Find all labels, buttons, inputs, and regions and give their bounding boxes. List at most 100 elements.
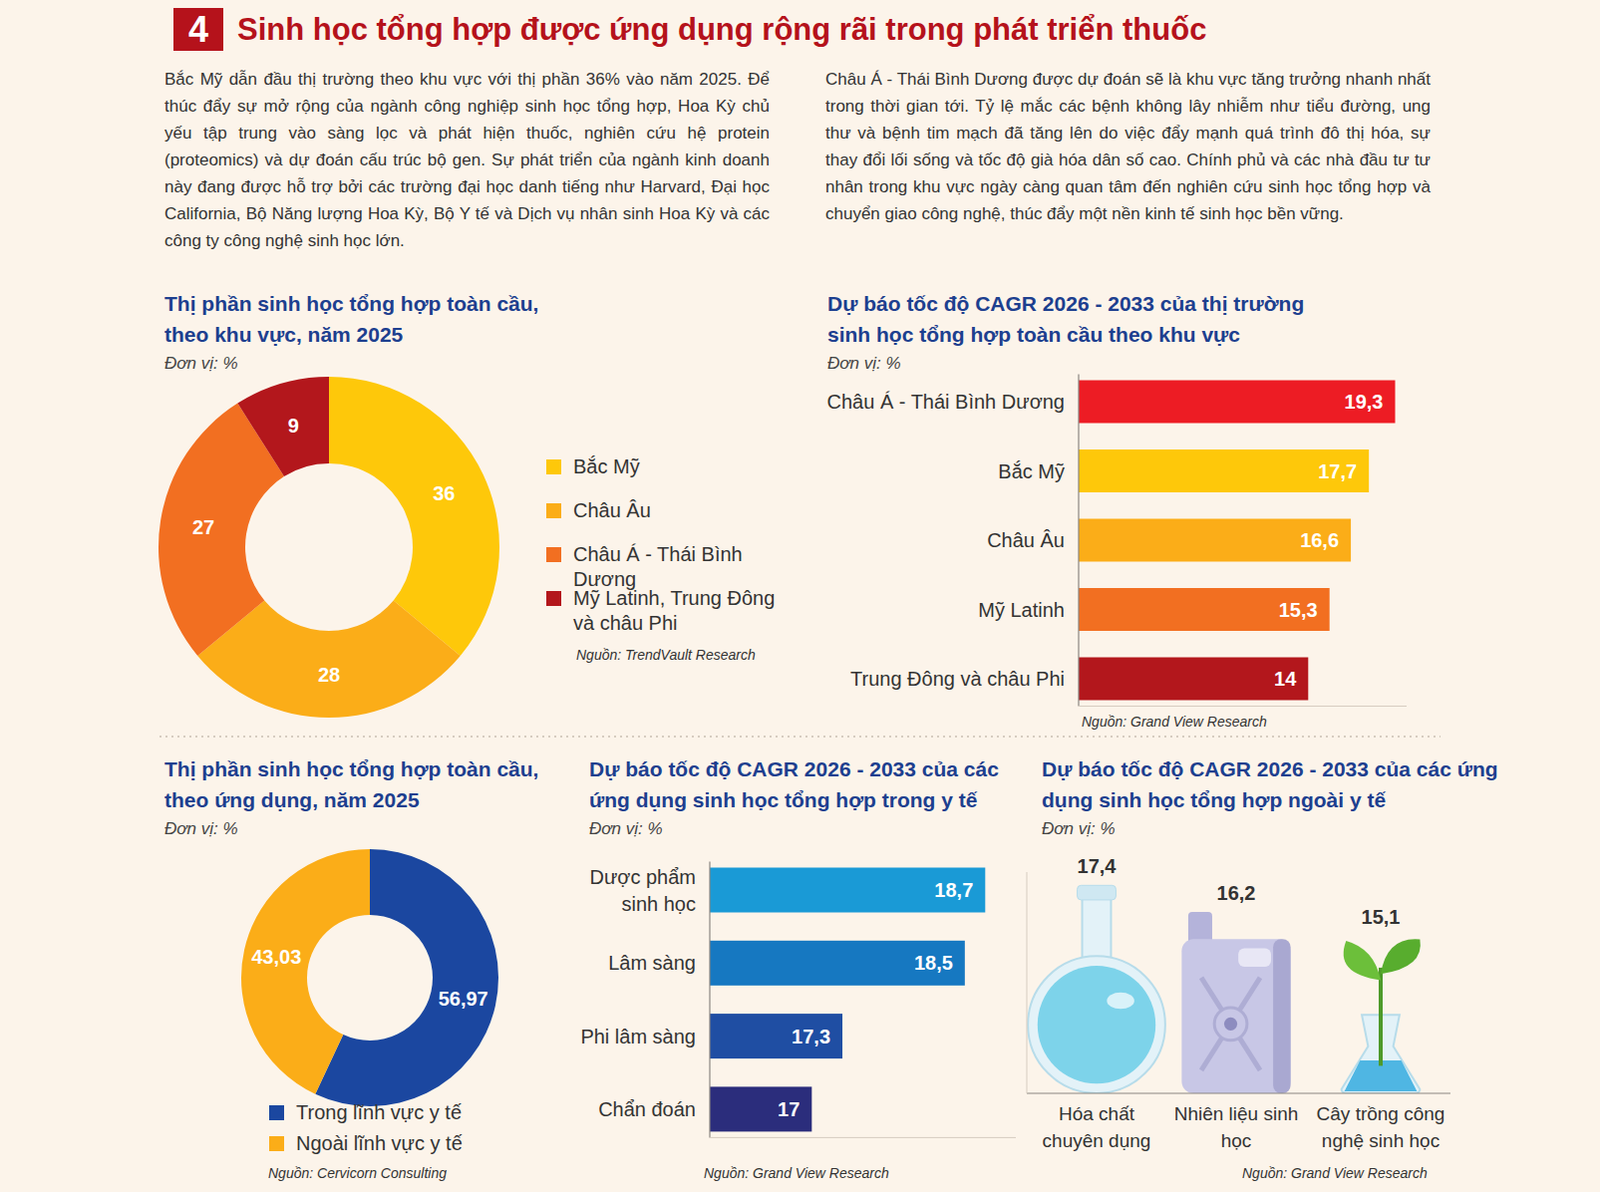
bars (709, 868, 985, 1133)
legend-swatch (269, 1136, 285, 1152)
data-label: 16,2 (1217, 882, 1257, 905)
legend-swatch (546, 547, 562, 563)
icon-mark (1341, 939, 1421, 1094)
donut-slice (241, 849, 370, 1095)
icon-mark (1181, 912, 1290, 1094)
legend-item: Châu Á - Thái Bình Dương (546, 542, 791, 593)
data-label: 17,7 (1317, 460, 1357, 483)
data-label: 15,3 (1279, 599, 1318, 622)
divider (159, 735, 1441, 738)
category-label: Chẩn đoán (598, 1098, 696, 1121)
bar (709, 868, 985, 914)
legend-label: Ngoài lĩnh vực y tế (296, 1131, 463, 1157)
bar (709, 941, 965, 986)
bar (1078, 519, 1351, 563)
legend-item: Bắc Mỹ (546, 454, 791, 480)
can-handle (1238, 949, 1272, 968)
data-label: 17,4 (1077, 855, 1118, 878)
can-side (1273, 939, 1290, 1094)
data-label: 19,3 (1344, 390, 1384, 413)
chart-unit: Đơn vị: % (1041, 819, 1116, 840)
legend-label: Châu Âu (573, 498, 651, 524)
section-title: Sinh học tổng hợp được ứng dụng rộng rãi… (237, 7, 1534, 51)
can-emblem (1214, 1007, 1248, 1041)
icons (1027, 885, 1421, 1094)
label-line: Dược phẩm (589, 866, 696, 889)
leaf (1380, 939, 1421, 974)
chart-title: Dự báo tốc độ CAGR 2026 - 2033 của thị t… (827, 288, 1326, 350)
chart-source: Nguồn: Cervicorn Consulting (268, 1164, 447, 1183)
flask-liquid (1037, 965, 1156, 1084)
chart-title: Thị phần sinh học tổng hợp toàn cầu, the… (164, 753, 564, 816)
flask-rim (1077, 885, 1117, 901)
paragraph: Châu Á - Thái Bình Dương được dự đoán sẽ… (825, 65, 1431, 228)
category-label: Cây trồng công nghệ sinh học (1311, 1100, 1450, 1155)
data-label: 18,5 (914, 952, 954, 974)
category-label: Châu Âu (986, 529, 1065, 552)
legend-swatch (546, 503, 562, 519)
donut-slice (237, 376, 329, 477)
section-number: 4 (173, 7, 224, 51)
category-label: Dược phẩm sinh học (589, 866, 696, 916)
axis-line (1078, 705, 1407, 707)
category-label: Mỹ Latinh (977, 599, 1065, 622)
category-label: Phi lâm sàng (580, 1025, 696, 1048)
chart-source: Nguồn: Grand View Research (1242, 1164, 1428, 1183)
stem (1378, 967, 1383, 1067)
paragraph: Bắc Mỹ dẫn đầu thị trường theo khu vực v… (164, 65, 770, 255)
can-drop (1224, 1017, 1238, 1031)
category-label: Lâm sàng (608, 952, 696, 974)
data-label: 18,7 (934, 879, 973, 902)
icon-mark (1027, 885, 1166, 1094)
data-label: 17 (777, 1098, 800, 1121)
legend-item: Ngoài lĩnh vực y tế (269, 1131, 514, 1157)
chart-title: Thị phần sinh học tổng hợp toàn cầu, the… (164, 288, 584, 350)
bar (1078, 588, 1330, 632)
axis-line (709, 1137, 1016, 1139)
legend-label: Châu Á - Thái Bình Dương (573, 542, 791, 593)
category-label: Trung Đông và châu Phi (850, 667, 1065, 690)
leaf (1343, 941, 1381, 980)
bar (1078, 657, 1308, 701)
bar (1078, 380, 1395, 424)
can-body (1181, 939, 1290, 1094)
category-label: Bắc Mỹ (997, 460, 1065, 483)
legend-swatch (269, 1105, 285, 1121)
donut-slice (328, 376, 500, 656)
bar (709, 1013, 843, 1059)
flask-bulb (1027, 956, 1166, 1094)
chart-unit: Đơn vị: % (589, 819, 663, 840)
chart-source: Nguồn: Grand View Research (1081, 712, 1268, 731)
category-label: Hóa chất chuyên dụng (1027, 1100, 1166, 1155)
data-label: 14 (1274, 667, 1297, 690)
data-label: 16,6 (1299, 529, 1339, 552)
page: 36 28 27 9 19,3 Châu Á - Thái Bình Dương 17,7 B… (0, 0, 1600, 1192)
legend-label: Bắc Mỹ (573, 454, 640, 480)
data-label: 28 (318, 663, 340, 686)
data-label: 17,3 (791, 1025, 831, 1048)
donut (158, 376, 500, 718)
donut (241, 849, 499, 1107)
data-label: 36 (432, 482, 455, 505)
chart-title: Dự báo tốc độ CAGR 2026 - 2033 của các ứ… (1041, 753, 1541, 816)
data-label: 9 (288, 414, 300, 437)
label-line: sinh học (622, 893, 697, 916)
bar (709, 1086, 812, 1132)
legend-label: Trong lĩnh vực y tế (296, 1100, 462, 1126)
data-label: 43,03 (251, 946, 302, 968)
axis-line (708, 862, 710, 1139)
data-label: 15,1 (1361, 906, 1401, 929)
chart-unit: Đơn vị: % (164, 819, 239, 840)
axis-line (1026, 1092, 1451, 1094)
data-label: 56,97 (438, 987, 489, 1010)
data-label: 27 (192, 516, 215, 539)
axis-line (1026, 872, 1028, 1094)
legend-swatch (546, 459, 562, 475)
chart-unit: Đơn vị: % (827, 353, 902, 374)
bars (1078, 380, 1395, 701)
category-label: Nhiên liệu sinh học (1167, 1100, 1305, 1155)
legend-label: Mỹ Latinh, Trung Đông và châu Phi (573, 586, 791, 637)
axis-line (1077, 374, 1079, 707)
bar (1078, 449, 1369, 493)
category-label: Châu Á - Thái Bình Dương (827, 390, 1065, 413)
